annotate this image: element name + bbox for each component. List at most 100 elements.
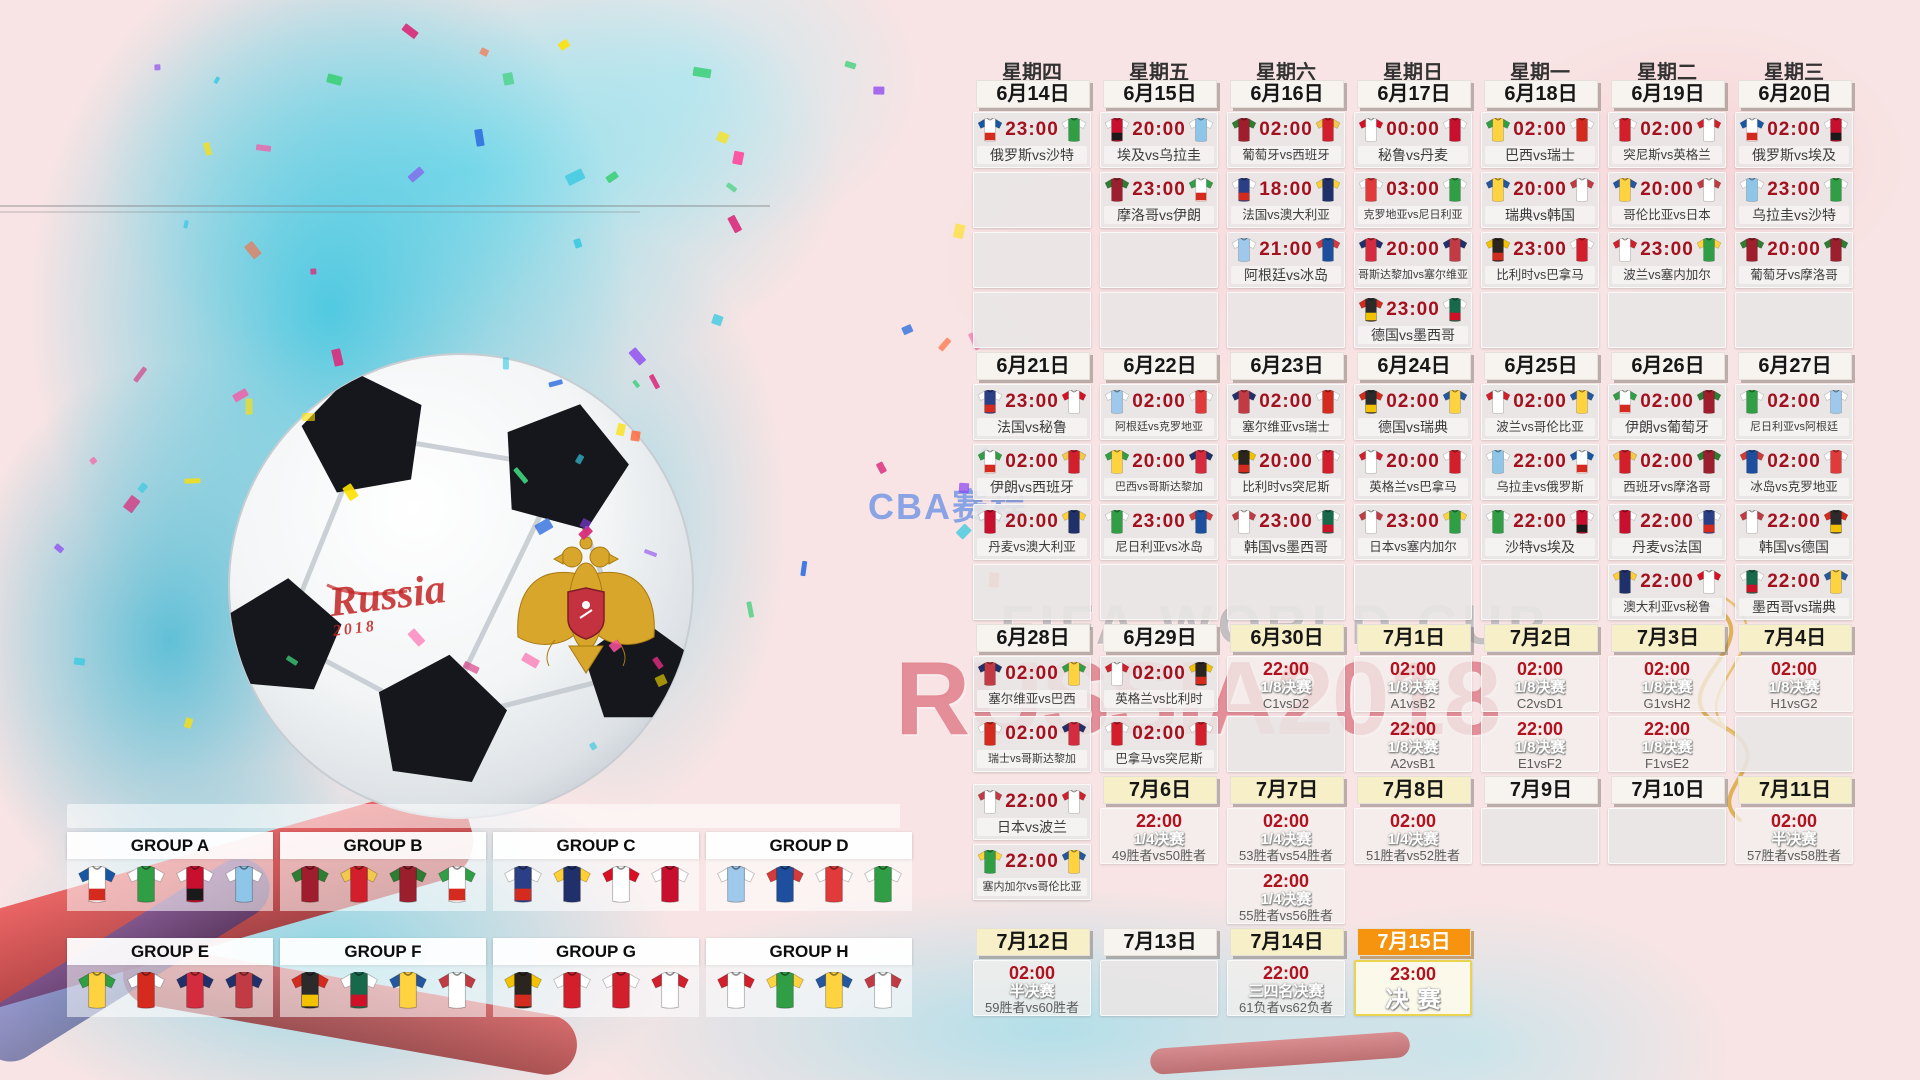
jersey-icon (650, 972, 689, 1009)
match-cell: 02:00 伊朗vs葡萄牙 (1608, 384, 1726, 440)
match-time-row: 23:00 (1101, 173, 1217, 204)
knockout-stage: 1/8决赛 (1514, 739, 1566, 756)
jersey-icon (1358, 450, 1384, 474)
match-time: 02:00 (1767, 451, 1821, 472)
group-jerseys (280, 859, 486, 911)
empty-cell (1100, 960, 1218, 1016)
match-time-row: 23:00 (1228, 505, 1344, 536)
jersey-icon (1061, 510, 1087, 534)
jersey-icon (1696, 390, 1722, 414)
date-cell: 6月17日 (1357, 80, 1471, 108)
jersey-icon (977, 662, 1003, 686)
match-cell: 22:00 日本vs波兰 (973, 784, 1091, 840)
jersey-icon (1315, 390, 1341, 414)
jersey-icon (1612, 178, 1638, 202)
match-time-row: 23:00 (1482, 233, 1598, 264)
group-title: GROUP D (706, 832, 912, 859)
match-cell: 20:00 巴西vs哥斯达黎加 (1100, 444, 1218, 500)
match-time: 02:00 (1132, 663, 1186, 684)
jersey-icon (1485, 118, 1511, 142)
knockout-teams: C2vsD1 (1516, 696, 1564, 711)
match-cell: 20:00 哥斯达黎加vs塞尔维亚 (1354, 232, 1472, 288)
jersey-icon (175, 866, 214, 903)
knockout-stage: 1/8决赛 (1641, 679, 1693, 696)
match-cell: 20:00 埃及vs乌拉圭 (1100, 112, 1218, 168)
knockout-time: 22:00 (1262, 871, 1310, 891)
jersey-icon (1061, 722, 1087, 746)
jersey-icon (1188, 662, 1214, 686)
jersey-icon (1358, 390, 1384, 414)
jersey-icon (1823, 510, 1849, 534)
group-title: GROUP B (280, 832, 486, 859)
match-teams: 德国vs瑞典 (1358, 418, 1468, 436)
match-time-row: 02:00 (1609, 113, 1725, 144)
date-cell: 6月28日 (976, 624, 1090, 652)
date-cell: 7月7日 (1230, 776, 1344, 804)
match-time: 02:00 (1259, 119, 1313, 140)
date-cell: 6月29日 (1103, 624, 1217, 652)
jersey-icon (1442, 510, 1468, 534)
jersey-icon (1315, 118, 1341, 142)
match-cell: 02:00 巴拿马vs突尼斯 (1100, 716, 1218, 772)
match-time: 02:00 (1767, 391, 1821, 412)
match-cell: 23:00 日本vs塞内加尔 (1354, 504, 1472, 560)
knockout-time: 02:00 (1262, 811, 1310, 831)
match-cell: 23:00 俄罗斯vs沙特 (973, 112, 1091, 168)
empty-cell (973, 172, 1091, 228)
knockout-cell: 22:00 1/4决赛 55胜者vs56胜者 (1227, 868, 1345, 924)
knockout-teams: F1vsE2 (1644, 756, 1690, 771)
match-time: 20:00 (1640, 179, 1694, 200)
knockout-teams: 53胜者vs54胜者 (1239, 848, 1333, 863)
match-time-row: 02:00 (974, 717, 1090, 748)
jersey-icon (77, 972, 116, 1009)
date-cell: 7月9日 (1484, 776, 1598, 804)
group-title: GROUP H (706, 938, 912, 965)
decor-line (0, 211, 640, 213)
jersey-icon (1823, 450, 1849, 474)
match-cell: 02:00 塞尔维亚vs瑞士 (1227, 384, 1345, 440)
match-cell: 02:00 英格兰vs比利时 (1100, 656, 1218, 712)
match-time-row: 02:00 (1101, 657, 1217, 688)
empty-cell (1481, 292, 1599, 348)
match-cell: 03:00 克罗地亚vs尼日利亚 (1354, 172, 1472, 228)
match-time: 20:00 (1132, 451, 1186, 472)
match-time: 22:00 (1767, 511, 1821, 532)
jersey-icon (1231, 118, 1257, 142)
jersey-icon (977, 510, 1003, 534)
match-time-row: 02:00 (1609, 445, 1725, 476)
match-cell: 22:00 沙特vs埃及 (1481, 504, 1599, 560)
confetti-piece (302, 412, 316, 422)
match-time-row: 20:00 (1101, 445, 1217, 476)
match-time-row: 22:00 (974, 785, 1090, 816)
match-teams: 比利时vs突尼斯 (1231, 478, 1341, 496)
match-time: 23:00 (1386, 511, 1440, 532)
knockout-time: 22:00 (1262, 659, 1310, 679)
jersey-icon (1104, 510, 1130, 534)
jersey-icon (1061, 850, 1087, 874)
match-teams: 沙特vs埃及 (1485, 538, 1595, 556)
match-time: 23:00 (1005, 119, 1059, 140)
match-cell: 22:00 墨西哥vs瑞典 (1735, 564, 1853, 620)
knockout-stage: 1/8决赛 (1514, 679, 1566, 696)
group-jerseys (67, 965, 273, 1017)
knockout-stage: 1/8决赛 (1387, 679, 1439, 696)
knockout-cell: 22:00 三四名决赛 61负者vs62负者 (1227, 960, 1345, 1016)
jersey-icon (1739, 118, 1765, 142)
match-teams: 澳大利亚vs秘鲁 (1612, 598, 1722, 616)
match-cell: 02:00 波兰vs哥伦比亚 (1481, 384, 1599, 440)
match-cell: 02:00 伊朗vs西班牙 (973, 444, 1091, 500)
match-time-row: 20:00 (974, 505, 1090, 536)
match-time: 23:00 (1132, 179, 1186, 200)
date-cell: 7月2日 (1484, 624, 1598, 652)
match-time-row: 18:00 (1228, 173, 1344, 204)
match-cell: 02:00 德国vs瑞典 (1354, 384, 1472, 440)
jersey-icon (388, 866, 427, 903)
knockout-teams: 55胜者vs56胜者 (1239, 908, 1333, 923)
jersey-icon (1104, 118, 1130, 142)
match-teams: 比利时vs巴拿马 (1485, 266, 1595, 284)
jersey-icon (1569, 178, 1595, 202)
group-title: GROUP F (280, 938, 486, 965)
match-time-row: 03:00 (1355, 173, 1471, 204)
match-cell: 02:00 阿根廷vs克罗地亚 (1100, 384, 1218, 440)
group-jerseys (493, 859, 699, 911)
